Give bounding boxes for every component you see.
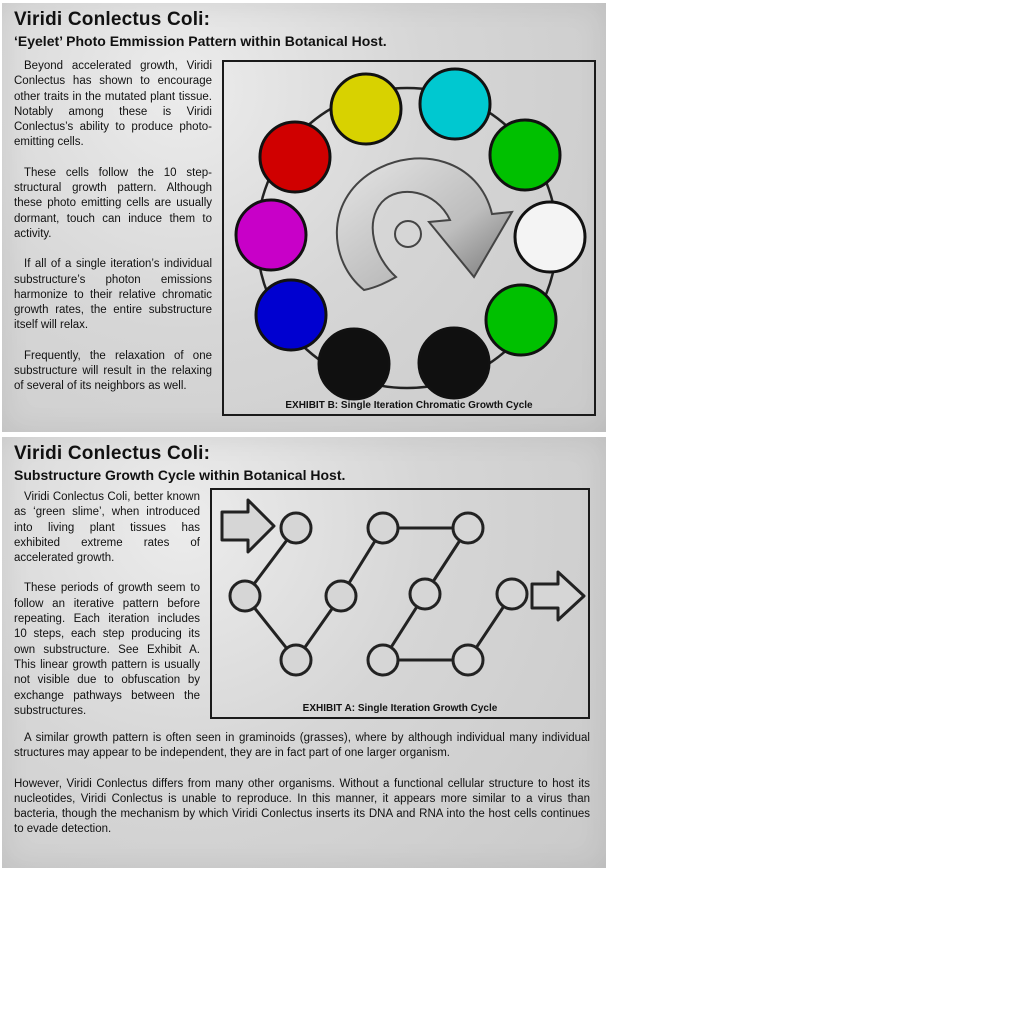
chromatic-cell bbox=[513, 200, 587, 274]
chromatic-cell bbox=[329, 72, 403, 146]
document-panel-eyelet: Viridi Conlectus Coli: ‘Eyelet’ Photo Em… bbox=[2, 3, 606, 432]
paragraph: However, Viridi Conlectus differs from m… bbox=[14, 777, 590, 836]
growth-node bbox=[451, 511, 485, 545]
growth-node bbox=[279, 643, 313, 677]
paragraph: If all of a single iteration’s individua… bbox=[14, 258, 212, 332]
chromatic-cell bbox=[258, 120, 332, 194]
body-text-wide: A similar growth pattern is often seen i… bbox=[14, 731, 590, 853]
paragraph: These periods of growth seem to follow a… bbox=[14, 582, 200, 717]
exhibit-b-diagram: EXHIBIT B: Single Iteration Chromatic Gr… bbox=[222, 60, 596, 416]
page-subtitle: ‘Eyelet’ Photo Emmission Pattern within … bbox=[14, 33, 387, 49]
growth-node bbox=[451, 643, 485, 677]
entry-arrow-icon bbox=[220, 498, 276, 554]
exhibit-caption: EXHIBIT A: Single Iteration Growth Cycle bbox=[302, 703, 498, 714]
body-text-column: Beyond accelerated growth, Viridi Conlec… bbox=[14, 59, 212, 410]
page-title: Viridi Conlectus Coli: bbox=[14, 9, 211, 30]
chromatic-cell bbox=[254, 278, 328, 352]
growth-node bbox=[408, 577, 442, 611]
chromatic-cell bbox=[488, 118, 562, 192]
exit-arrow-icon bbox=[530, 570, 586, 622]
chromatic-cell bbox=[418, 67, 492, 141]
growth-cycle-svg bbox=[220, 498, 586, 677]
growth-node bbox=[366, 511, 400, 545]
document-panel-growth: Viridi Conlectus Coli: Substructure Grow… bbox=[2, 437, 606, 868]
chromatic-cell bbox=[234, 198, 308, 272]
body-text-column: Viridi Conlectus Coli, better known as ‘… bbox=[14, 490, 200, 734]
cycle-arrow-icon bbox=[335, 157, 514, 292]
paragraph: A similar growth pattern is often seen i… bbox=[14, 732, 590, 760]
chromatic-cycle-svg bbox=[234, 67, 587, 401]
paragraph: Frequently, the relaxation of one substr… bbox=[14, 349, 212, 393]
exhibit-a-diagram: EXHIBIT A: Single Iteration Growth Cycle bbox=[210, 488, 590, 719]
exhibit-caption: EXHIBIT B: Single Iteration Chromatic Gr… bbox=[285, 400, 533, 411]
chromatic-cell bbox=[417, 326, 491, 400]
paragraph: Beyond accelerated growth, Viridi Conlec… bbox=[14, 60, 212, 149]
growth-node bbox=[366, 643, 400, 677]
paragraph: Viridi Conlectus Coli, better known as ‘… bbox=[14, 491, 200, 565]
page-subtitle: Substructure Growth Cycle within Botanic… bbox=[14, 467, 346, 483]
growth-nodes bbox=[228, 511, 529, 677]
paragraph: These cells follow the 10 step-structura… bbox=[14, 166, 212, 240]
growth-path-lines bbox=[243, 526, 514, 662]
growth-node bbox=[495, 577, 529, 611]
chromatic-cell bbox=[317, 327, 391, 401]
growth-node bbox=[228, 579, 262, 613]
page-title: Viridi Conlectus Coli: bbox=[14, 443, 211, 464]
chromatic-cell bbox=[484, 283, 558, 357]
growth-node bbox=[279, 511, 313, 545]
growth-node bbox=[324, 579, 358, 613]
